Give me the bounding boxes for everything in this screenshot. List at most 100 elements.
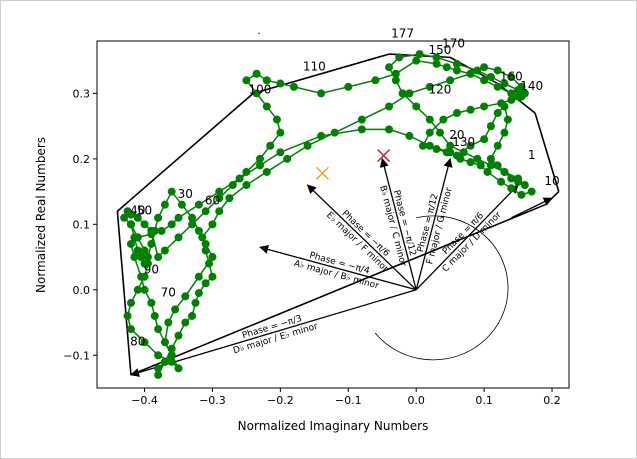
x-tick-label: 0.0 [407, 394, 425, 407]
trajectory-point [228, 181, 237, 190]
trajectory-point [154, 364, 163, 373]
trajectory-point [514, 86, 523, 95]
trajectory-point [130, 253, 139, 262]
trajectory-point [150, 311, 159, 320]
trajectory-point [147, 239, 156, 248]
hull-edge [534, 112, 560, 192]
trajectory-point [486, 73, 495, 82]
trajectory-point [181, 292, 190, 301]
trajectory-point [242, 76, 251, 85]
trajectory-point [452, 151, 461, 160]
trajectory-segment [320, 128, 362, 137]
trajectory-point [486, 122, 495, 131]
trajectory-point [171, 305, 180, 314]
trajectory-point [154, 351, 163, 360]
trajectory-segment [320, 86, 349, 95]
trajectory-point [215, 207, 224, 216]
trajectory-point [480, 102, 489, 111]
trajectory-point [486, 154, 495, 163]
trajectory-point [435, 128, 444, 137]
point-annotation: 40 [130, 204, 145, 218]
y-axis-label: Normalized Real Numbers [34, 137, 48, 293]
trajectory-point [473, 154, 482, 163]
trajectory-point [357, 125, 366, 134]
trajectory-point [527, 187, 536, 196]
y-tick-label: 0.2 [73, 153, 91, 166]
trajectory-point [391, 76, 400, 85]
trajectory-segment [266, 158, 288, 173]
trajectory-point [483, 167, 492, 176]
trajectory-point [466, 69, 475, 78]
trajectory-point [133, 213, 142, 222]
phase-arrow [415, 184, 519, 291]
trajectory-point [160, 200, 169, 209]
y-tick-label: 0.3 [73, 87, 91, 100]
x-tick-label: 0.1 [475, 394, 493, 407]
plot-area [96, 40, 570, 389]
trajectory-point [466, 158, 475, 167]
markers [315, 149, 391, 180]
trajectory-point [357, 115, 366, 124]
point-annotation: 70 [161, 285, 176, 299]
trajectory-point [371, 76, 380, 85]
trajectory-point [507, 184, 516, 193]
point-annotation: 120 [429, 82, 452, 96]
point-annotation: 1 [528, 148, 536, 162]
trajectory-point [493, 82, 502, 91]
trajectory-point [194, 289, 203, 298]
hull-edge [130, 203, 546, 376]
x-tick-label: −0.2 [267, 394, 294, 407]
trajectory-point [500, 102, 509, 111]
trajectory-point [123, 311, 132, 320]
trajectory-point [126, 325, 135, 334]
trajectory-point [486, 161, 495, 170]
trajectory-point [480, 135, 489, 144]
trajectory-point [143, 253, 152, 262]
trajectory-point [147, 298, 156, 307]
trajectory-point [514, 174, 523, 183]
trajectory-point [252, 89, 261, 98]
trajectory-point [191, 298, 200, 307]
y-tick-label: −0.1 [63, 349, 90, 362]
trajectory-point [167, 351, 176, 360]
trajectory-point [150, 226, 159, 235]
phase-arrow [259, 244, 417, 291]
point-annotation: 150 [429, 43, 452, 57]
trajectory-point [194, 226, 203, 235]
trajectory-point [405, 131, 414, 140]
trajectory [120, 50, 536, 379]
trajectory-point [276, 128, 285, 137]
trajectory-point [262, 167, 271, 176]
trajectory-point [517, 92, 526, 101]
trajectory-point [133, 246, 142, 255]
trajectory-point [126, 239, 135, 248]
trajectory-point [137, 253, 146, 262]
trajectory-point [255, 154, 264, 163]
point-annotation: 110 [303, 59, 326, 73]
trajectory-point [432, 145, 441, 154]
trajectory-point [252, 69, 261, 78]
trajectory-point [188, 220, 197, 229]
trajectory-point [262, 76, 271, 85]
trajectory-point [452, 59, 461, 68]
trajectory-point [160, 246, 169, 255]
trajectory-point [476, 161, 485, 170]
trajectory-point [317, 89, 326, 98]
trajectory-point [140, 285, 149, 294]
trajectory-point [140, 338, 149, 347]
trajectory-segment [286, 145, 308, 160]
trajectory-point [391, 69, 400, 78]
trajectory-segment [293, 86, 322, 95]
trajectory-point [208, 272, 217, 281]
trajectory-segment [178, 204, 200, 219]
trajectory-point [344, 82, 353, 91]
phase-arc-path [374, 215, 509, 361]
point-annotation: 177 [391, 27, 414, 41]
trajectory-point [446, 76, 455, 85]
trajectory-point [418, 141, 427, 150]
trajectory-point [235, 174, 244, 183]
trajectory-point [520, 181, 529, 190]
trajectory-point [154, 370, 163, 379]
point-annotation: 90 [144, 262, 159, 276]
